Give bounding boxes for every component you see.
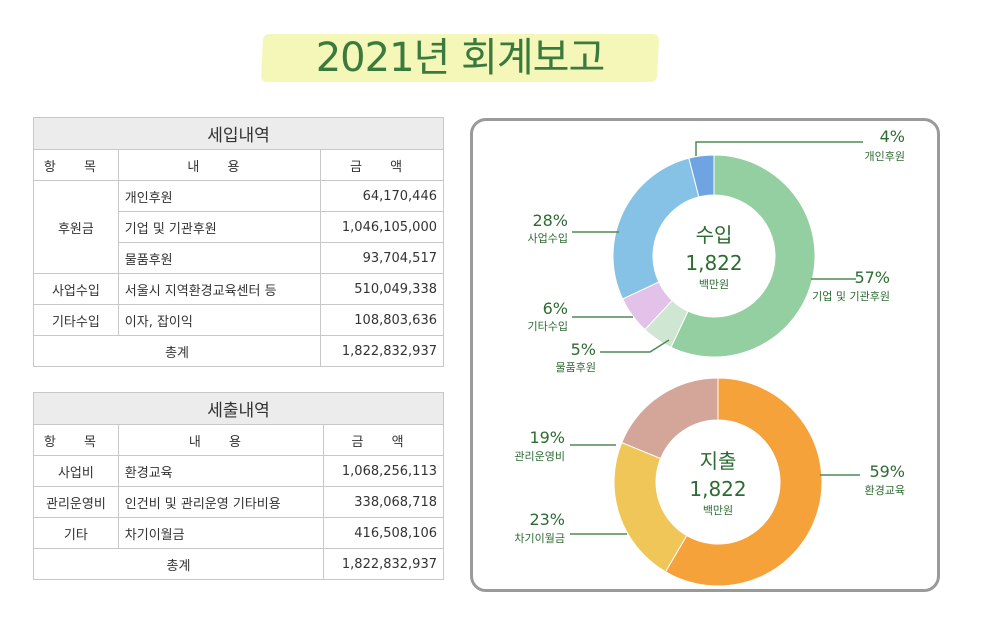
- slice-name-label: 기업 및 기관후원: [812, 290, 890, 303]
- slice-percent-label: 5%: [571, 340, 596, 359]
- amount-cell: 1,046,105,000: [320, 211, 444, 243]
- income-section-title: 세입내역: [33, 117, 444, 150]
- income-table: 세입내역 항 목 내 용 금 액 후원금 개인후원 64,170,446 기업 …: [32, 117, 444, 367]
- slice-name-label: 관리운영비: [514, 450, 565, 463]
- item-cell: 환경교육: [117, 455, 325, 487]
- total-label: 총계: [32, 335, 322, 367]
- table-row: 관리운영비 인건비 및 관리운영 기타비용 338,068,718: [33, 486, 444, 518]
- total-row: 총계 1,822,832,937: [32, 335, 444, 367]
- page-title: 2021년 회계보고: [315, 35, 606, 81]
- leader-line: [600, 339, 670, 353]
- amount-cell: 416,508,106: [323, 517, 444, 549]
- table-row: 기타 차기이월금 416,508,106: [33, 517, 444, 549]
- item-cell: 물품후원: [117, 242, 322, 274]
- slice: [664, 377, 823, 587]
- table-row: 기업 및 기관후원 1,046,105,000: [34, 211, 444, 243]
- table-row: 사업비 환경교육 1,068,256,113: [33, 455, 444, 487]
- slice-name-label: 물품후원: [556, 361, 596, 374]
- slice-percent-label: 4%: [880, 127, 905, 146]
- slice-name-label: 차기이월금: [514, 532, 565, 545]
- header-content: 내 용: [117, 424, 325, 456]
- amount-cell: 1,068,256,113: [323, 455, 444, 487]
- slice-percent-label: 59%: [869, 462, 905, 481]
- item-cell: 인건비 및 관리운영 기타비용: [117, 486, 325, 518]
- center-unit: 백만원: [703, 504, 733, 517]
- slice-percent-label: 57%: [854, 268, 890, 287]
- slice: [670, 154, 816, 358]
- table-row: 물품후원 93,704,517: [34, 242, 444, 274]
- slice-percent-label: 28%: [532, 211, 568, 230]
- amount-cell: 510,049,338: [320, 273, 444, 305]
- header-category: 항 목: [33, 149, 119, 181]
- slice: [621, 377, 719, 460]
- category-cell: 사업비: [33, 455, 119, 487]
- item-cell: 개인후원: [117, 180, 322, 212]
- slice-name-label: 개인후원: [865, 150, 905, 163]
- chart-panel: [470, 118, 940, 592]
- total-label: 총계: [32, 548, 325, 580]
- category-cell: 기타: [33, 517, 119, 549]
- category-cell: 후원금: [33, 180, 119, 274]
- amount-cell: 338,068,718: [323, 486, 444, 518]
- item-cell: 서울시 지역환경교육센터 등: [117, 273, 322, 305]
- header-content: 내 용: [117, 149, 322, 181]
- slice-name-label: 기타수입: [528, 320, 568, 333]
- center-value: 1,822: [689, 477, 746, 501]
- table-row: 기타수입 이자, 잡이익 108,803,636: [33, 304, 444, 336]
- item-cell: 차기이월금: [117, 517, 325, 549]
- center-label: 지출: [700, 449, 737, 473]
- slice-name-label: 환경교육: [865, 484, 905, 497]
- slice-percent-label: 19%: [529, 428, 565, 447]
- center-unit: 백만원: [699, 278, 729, 291]
- slice-percent-label: 6%: [543, 299, 568, 318]
- donut-chart-1: 59% 환경교육 23% 차기이월금 19% 관리운영비 지출 1,822 백만원: [514, 377, 905, 587]
- table-row: 사업수입 서울시 지역환경교육센터 등 510,049,338: [33, 273, 444, 305]
- center-label: 수입: [696, 223, 733, 247]
- leader-line: [695, 141, 863, 156]
- total-amount: 1,822,832,937: [323, 548, 444, 580]
- category-cell: 사업수입: [33, 273, 119, 305]
- amount-cell: 64,170,446: [320, 180, 444, 212]
- total-row: 총계 1,822,832,937: [32, 548, 444, 580]
- amount-cell: 93,704,517: [320, 242, 444, 274]
- expense-section-title: 세출내역: [33, 392, 444, 425]
- expense-header-row: 항 목 내 용 금 액: [33, 424, 444, 456]
- item-cell: 기업 및 기관후원: [117, 211, 322, 243]
- header-amount: 금 액: [320, 149, 444, 181]
- item-cell: 이자, 잡이익: [117, 304, 322, 336]
- category-cell: 관리운영비: [33, 486, 119, 518]
- slice-name-label: 사업수입: [528, 232, 568, 245]
- slice: [688, 154, 715, 198]
- slice-percent-label: 23%: [529, 510, 565, 529]
- income-header-row: 항 목 내 용 금 액: [33, 149, 444, 181]
- header-amount: 금 액: [323, 424, 444, 456]
- category-cell: 기타수입: [33, 304, 119, 336]
- total-amount: 1,822,832,937: [320, 335, 444, 367]
- table-row: 후원금 개인후원 64,170,446: [33, 180, 444, 274]
- header-category: 항 목: [33, 424, 119, 456]
- slice: [612, 157, 700, 300]
- amount-cell: 108,803,636: [320, 304, 444, 336]
- expense-table: 세출내역 항 목 내 용 금 액 사업비 환경교육 1,068,256,113 …: [32, 392, 444, 580]
- slice: [613, 441, 688, 573]
- center-value: 1,822: [685, 251, 742, 275]
